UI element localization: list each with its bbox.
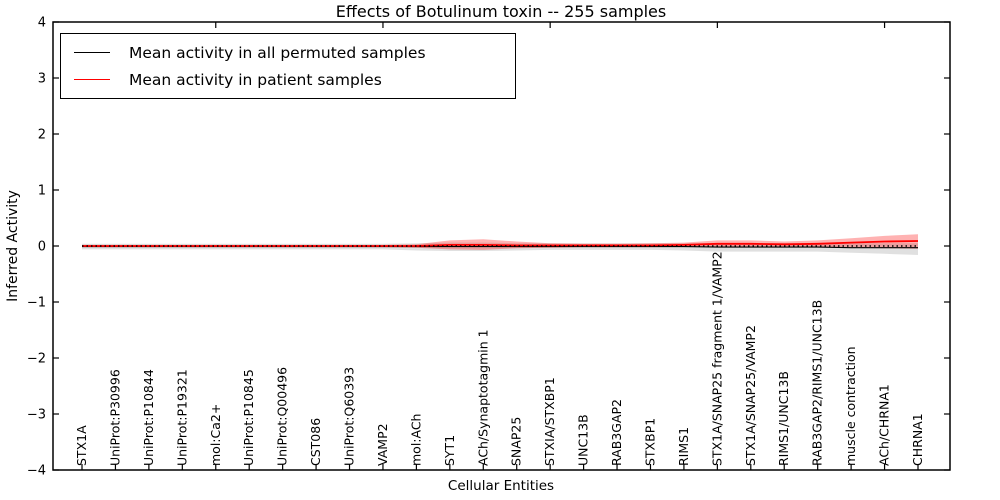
y-tick-label: −2	[27, 352, 46, 367]
chart-title: Effects of Botulinum toxin -- 255 sample…	[335, 2, 667, 21]
y-tick-label: 0	[38, 240, 46, 255]
x-category-label: RAB3GAP2/RIMS1/UNC13B	[810, 300, 825, 466]
y-tick-label: 3	[38, 72, 46, 87]
x-category-label: UniProt:P10845	[241, 369, 256, 466]
legend-line-swatch-black	[74, 52, 110, 53]
x-category-label: VAMP2	[375, 423, 390, 466]
y-tick-label: −1	[27, 296, 46, 311]
x-category-label: UniProt:P30996	[107, 369, 122, 466]
x-category-label: ACh/CHRNA1	[877, 384, 892, 466]
y-tick-label: 4	[38, 16, 46, 31]
x-category-label: mol:Ca2+	[208, 404, 223, 466]
y-tick-label: 1	[38, 184, 46, 199]
x-category-label: RAB3GAP2	[609, 399, 624, 466]
x-category-label: SYT1	[442, 435, 457, 466]
x-axis-title: Cellular Entities	[447, 478, 555, 494]
x-category-label: STXBP1	[642, 418, 657, 466]
x-category-label: ACh/Synaptotagmin 1	[475, 329, 490, 466]
x-category-label: UniProt:P10844	[141, 369, 156, 466]
legend-item-patient: Mean activity in patient samples	[71, 66, 515, 93]
x-category-label: CST086	[308, 418, 323, 466]
legend-label-patient: Mean activity in patient samples	[129, 70, 382, 89]
x-category-label: UNC13B	[576, 414, 591, 466]
x-category-label: mol:ACh	[408, 414, 423, 467]
x-category-label: CHRNA1	[910, 413, 925, 466]
x-category-label: STX1A/SNAP25 fragment 1/VAMP2	[709, 251, 724, 466]
y-tick-label: −3	[27, 408, 46, 423]
x-category-label: UniProt:Q60393	[342, 367, 357, 466]
x-category-label: muscle contraction	[843, 346, 858, 466]
legend-item-permuted: Mean activity in all permuted samples	[71, 39, 515, 66]
y-tick-label: −4	[27, 464, 46, 479]
patient-mean-line	[82, 240, 919, 247]
y-tick-label: 2	[38, 128, 46, 143]
legend-label-permuted: Mean activity in all permuted samples	[129, 43, 426, 62]
x-category-label: STX1A/SNAP25/VAMP2	[743, 325, 758, 466]
legend: Mean activity in all permuted samples Me…	[60, 33, 516, 99]
x-category-label: SNAP25	[509, 417, 524, 466]
x-category-label: RIMS1/UNC13B	[776, 371, 791, 466]
x-category-label: STXIA/STXBP1	[542, 377, 557, 466]
x-category-label: UniProt:Q00496	[275, 367, 290, 466]
x-category-label: RIMS1	[676, 427, 691, 466]
x-category-label: UniProt:P19321	[174, 369, 189, 466]
legend-line-swatch-red	[74, 79, 110, 80]
x-category-label: STX1A	[74, 425, 89, 466]
